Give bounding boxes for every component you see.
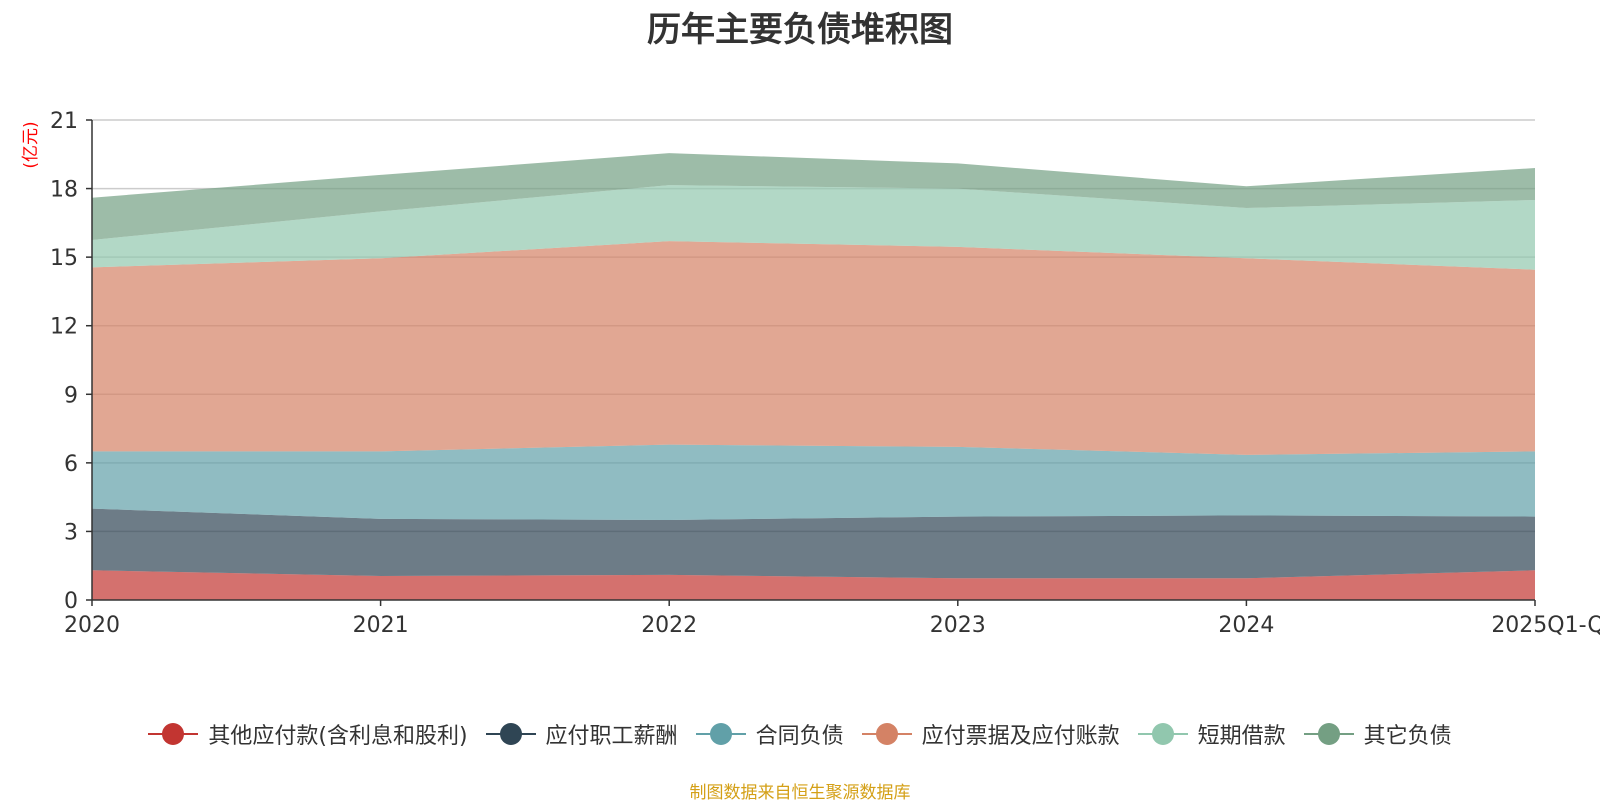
legend-label: 应付票据及应付账款 (921, 724, 1120, 749)
legend-label: 应付职工薪酬 (545, 724, 678, 749)
legend-label: 其他应付款(含利息和股利) (208, 724, 468, 749)
y-tick-label: 21 (50, 109, 78, 134)
area-series-2[interactable] (92, 444, 1535, 520)
legend-marker-icon (1137, 722, 1188, 746)
area-series-1[interactable] (92, 508, 1535, 579)
legend-label: 合同负债 (755, 724, 844, 749)
legend-label: 其它负债 (1363, 724, 1452, 749)
legend-marker-icon (861, 722, 912, 746)
legend-item[interactable]: 合同负债 (695, 718, 844, 750)
area-series-3[interactable] (92, 241, 1535, 455)
legend-marker-icon (695, 722, 746, 746)
x-tick-label: 2020 (64, 613, 120, 638)
y-tick-label: 3 (64, 520, 78, 545)
y-tick-label: 9 (64, 383, 78, 408)
x-tick-label: 2023 (930, 613, 986, 638)
x-tick-label: 2021 (353, 613, 409, 638)
y-axis-label: (亿元) (21, 121, 41, 168)
x-tick-label: 2024 (1218, 613, 1274, 638)
legend-marker-icon (1303, 722, 1354, 746)
area-series-0[interactable] (92, 570, 1535, 600)
y-tick-label: 15 (50, 246, 78, 271)
legend: 其他应付款(含利息和股利) 应付职工薪酬 合同负债 应付票据及应付账款 短期借款 其它负债 (0, 718, 1600, 750)
legend-item[interactable]: 应付职工薪酬 (485, 718, 678, 750)
legend-item[interactable]: 其他应付款(含利息和股利) (148, 718, 468, 750)
area-series-5[interactable] (92, 153, 1535, 240)
x-tick-label: 2025Q1-Q3 (1491, 613, 1600, 638)
legend-label: 短期借款 (1197, 724, 1286, 749)
y-tick-label: 18 (50, 178, 78, 203)
area-series-4[interactable] (92, 185, 1535, 270)
y-tick-label: 12 (50, 315, 78, 340)
source-note: 制图数据来自恒生聚源数据库 (689, 783, 911, 803)
legend-item[interactable]: 短期借款 (1137, 718, 1286, 750)
legend-item[interactable]: 其它负债 (1303, 718, 1452, 750)
chart-title: 历年主要负债堆积图 (647, 10, 953, 50)
y-tick-label: 0 (64, 589, 78, 614)
x-tick-label: 2022 (641, 613, 697, 638)
y-tick-label: 6 (64, 452, 78, 477)
legend-marker-icon (148, 722, 199, 746)
legend-item[interactable]: 应付票据及应付账款 (861, 718, 1120, 750)
legend-marker-icon (485, 722, 536, 746)
